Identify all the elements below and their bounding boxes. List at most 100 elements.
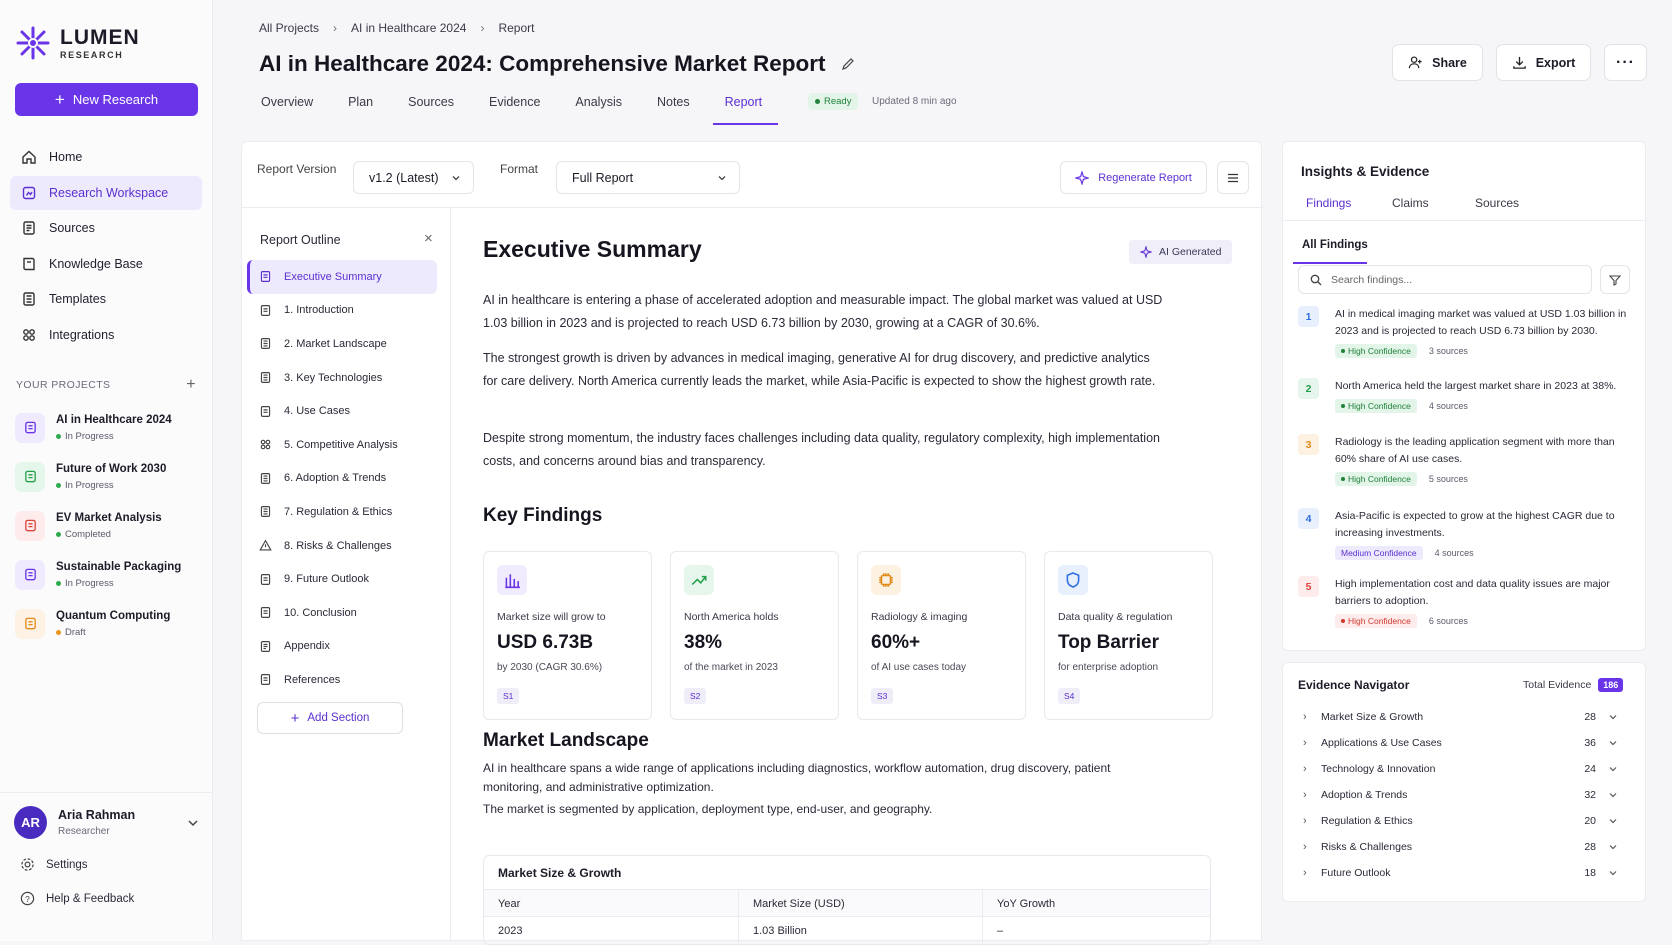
outline-item[interactable]: 8. Risks & Challenges: [247, 529, 437, 563]
tab-evidence[interactable]: Evidence: [488, 95, 541, 109]
evidence-row[interactable]: › Technology & Innovation 24: [1303, 759, 1618, 779]
outline-item[interactable]: 9. Future Outlook: [247, 562, 437, 596]
evidence-count: 28: [1584, 711, 1596, 723]
project-item[interactable]: EV Market Analysis Completed: [15, 501, 200, 550]
project-status: Completed: [56, 529, 162, 540]
sidebar-item-templates[interactable]: Templates: [10, 282, 202, 316]
source-count[interactable]: 6 sources: [1428, 616, 1468, 626]
card-subtext: by 2030 (CAGR 30.6%): [497, 662, 603, 673]
finding-number: 5: [1298, 576, 1319, 597]
outline-item[interactable]: 7. Regulation & Ethics: [247, 495, 437, 529]
format-select[interactable]: Full Report: [556, 161, 740, 194]
outline-item[interactable]: 10. Conclusion: [247, 596, 437, 630]
chevron-right-icon: ›: [1303, 711, 1307, 723]
outline-item[interactable]: 5. Competitive Analysis: [247, 428, 437, 462]
brand-name: LUMEN: [60, 25, 140, 49]
project-status-text: Completed: [65, 528, 111, 540]
source-count[interactable]: 4 sources: [1428, 401, 1468, 411]
user-profile[interactable]: AR Aria Rahman Researcher: [14, 806, 199, 839]
tab-sources[interactable]: Sources: [1475, 196, 1520, 210]
tab-overview[interactable]: Overview: [261, 95, 314, 109]
card-subtext: of AI use cases today: [871, 662, 967, 673]
outline-item[interactable]: 2. Market Landscape: [247, 327, 437, 361]
tab-plan[interactable]: Plan: [348, 95, 374, 109]
project-item[interactable]: Quantum Computing Draft: [15, 599, 200, 648]
outline-item[interactable]: 4. Use Cases: [247, 394, 437, 428]
tab-claims[interactable]: Claims: [1392, 196, 1429, 210]
outline-item[interactable]: 3. Key Technologies: [247, 361, 437, 395]
help-link[interactable]: ? Help & Feedback: [20, 891, 134, 906]
project-item[interactable]: AI in Healthcare 2024 In Progress: [15, 403, 200, 452]
sidebar-item-label: Knowledge Base: [49, 256, 143, 271]
share-button[interactable]: Share: [1392, 44, 1483, 81]
outline-item[interactable]: 1. Introduction: [247, 294, 437, 328]
list-menu-button[interactable]: [1217, 161, 1249, 194]
tab-report[interactable]: Report: [712, 88, 778, 125]
chevron-down-icon: [1609, 871, 1617, 876]
outline-item[interactable]: References: [247, 663, 437, 697]
source-tag[interactable]: S2: [684, 688, 707, 704]
close-icon[interactable]: ×: [424, 230, 433, 247]
tab-sources[interactable]: Sources: [408, 95, 454, 109]
sidebar-item-integrations[interactable]: Integrations: [10, 318, 202, 352]
add-section-button[interactable]: + Add Section: [257, 702, 403, 734]
new-research-button[interactable]: + New Research: [15, 83, 198, 116]
section-title: Executive Summary: [483, 236, 702, 262]
project-icon-wrap: [15, 608, 45, 639]
chevron-down-icon[interactable]: [187, 817, 199, 829]
project-status: In Progress: [56, 578, 181, 589]
book-icon: [23, 257, 35, 270]
settings-link[interactable]: Settings: [20, 857, 88, 872]
insights-tabs: Findings Claims Sources: [1283, 184, 1645, 264]
source-count[interactable]: 5 sources: [1428, 474, 1468, 484]
finding-meta: Medium Confidence 4 sources: [1335, 546, 1474, 560]
project-item[interactable]: Sustainable Packaging In Progress: [15, 550, 200, 599]
evidence-row[interactable]: › Adoption & Trends 32: [1303, 785, 1618, 805]
chip-icon: [879, 573, 893, 587]
card-subtext: of the market in 2023: [684, 662, 778, 673]
evidence-count: 24: [1584, 763, 1596, 775]
source-tag[interactable]: S3: [871, 688, 894, 704]
breadcrumb-item[interactable]: AI in Healthcare 2024: [351, 21, 467, 35]
evidence-row[interactable]: › Market Size & Growth 28: [1303, 707, 1618, 727]
outline-item[interactable]: Appendix: [247, 630, 437, 664]
evidence-row[interactable]: › Regulation & Ethics 20: [1303, 811, 1618, 831]
sidebar-item-knowledge-base[interactable]: Knowledge Base: [10, 247, 202, 281]
outline-item[interactable]: Executive Summary: [247, 260, 437, 294]
key-finding-card[interactable]: Radiology & imaging 60%+ of AI use cases…: [857, 551, 1026, 720]
filter-button[interactable]: [1600, 265, 1630, 294]
logo: LUMEN RESEARCH: [16, 26, 140, 60]
tab-findings[interactable]: Findings: [1306, 196, 1352, 210]
edit-pencil-icon[interactable]: [841, 57, 855, 71]
add-project-icon[interactable]: +: [186, 376, 196, 393]
table-cell: 1.03 Billion: [739, 917, 983, 943]
more-options-button[interactable]: ···: [1604, 44, 1647, 81]
evidence-count: 36: [1584, 737, 1596, 749]
finding-meta: High Confidence 4 sources: [1335, 399, 1468, 413]
confidence-label: High Confidence: [1348, 474, 1411, 484]
source-count[interactable]: 4 sources: [1434, 548, 1474, 558]
key-finding-card[interactable]: Market size will grow to USD 6.73B by 20…: [483, 551, 652, 720]
evidence-row[interactable]: › Risks & Challenges 28: [1303, 837, 1618, 857]
chevron-down-icon: [1609, 845, 1617, 850]
sidebar-item-research-workspace[interactable]: Research Workspace: [10, 175, 202, 210]
regenerate-report-button[interactable]: Regenerate Report: [1060, 161, 1207, 194]
sidebar-item-sources[interactable]: Sources: [10, 211, 202, 245]
search-findings-input[interactable]: Search findings...: [1298, 265, 1592, 294]
key-finding-card[interactable]: Data quality & regulation Top Barrier fo…: [1044, 551, 1213, 720]
tab-notes[interactable]: Notes: [656, 95, 690, 109]
breadcrumb-item[interactable]: All Projects: [259, 21, 320, 35]
tab-analysis[interactable]: Analysis: [575, 95, 622, 109]
export-button[interactable]: Export: [1496, 44, 1591, 81]
key-finding-card[interactable]: North America holds 38% of the market in…: [670, 551, 839, 720]
source-tag[interactable]: S1: [497, 688, 520, 704]
evidence-row[interactable]: › Applications & Use Cases 36: [1303, 733, 1618, 753]
source-count[interactable]: 3 sources: [1428, 346, 1468, 356]
project-item[interactable]: Future of Work 2030 In Progress: [15, 452, 200, 501]
evidence-label: Adoption & Trends: [1321, 789, 1408, 801]
evidence-row[interactable]: › Future Outlook 18: [1303, 863, 1618, 883]
source-tag[interactable]: S4: [1058, 688, 1081, 704]
version-select[interactable]: v1.2 (Latest): [353, 161, 474, 194]
sidebar-item-home[interactable]: Home: [10, 140, 202, 174]
outline-item[interactable]: 6. Adoption & Trends: [247, 462, 437, 496]
